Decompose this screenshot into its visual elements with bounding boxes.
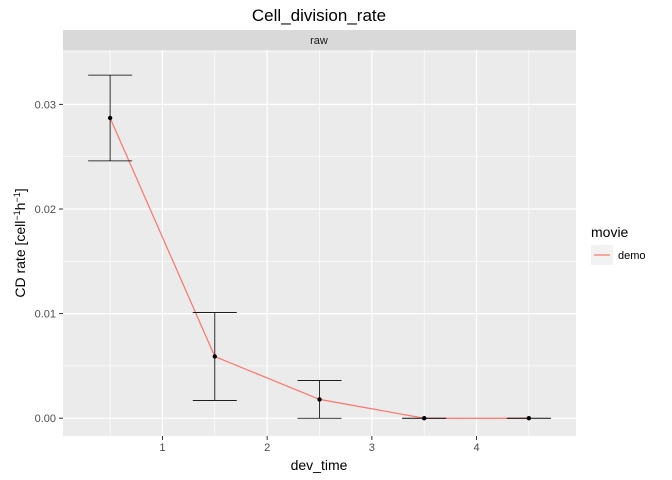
legend-item: demo (591, 245, 646, 265)
facet-strip-label: raw (310, 35, 328, 47)
chart-title: Cell_division_rate (252, 6, 386, 25)
legend-title: movie (591, 224, 629, 240)
legend: movie demo (591, 224, 646, 265)
y-tick-label: 0.02 (35, 204, 56, 216)
legend-items: demo (591, 245, 646, 265)
y-axis: 0.00 0.01 0.02 0.03 (35, 99, 63, 425)
x-axis: 1 2 3 4 (159, 436, 480, 454)
y-axis-title-superscript: −1 (12, 192, 22, 202)
data-points (107, 115, 532, 421)
x-tick-label: 2 (264, 442, 270, 454)
x-tick-label: 3 (369, 442, 375, 454)
data-point (107, 115, 113, 121)
data-point (526, 416, 532, 421)
x-tick-label: 4 (473, 442, 479, 454)
y-axis-title-part: h (12, 203, 28, 211)
y-tick-label: 0.00 (35, 413, 56, 425)
y-axis-title-part: CD rate [cell (12, 221, 28, 298)
facet-strip (63, 30, 576, 50)
data-point (421, 416, 427, 421)
grid-minor (63, 50, 576, 436)
y-axis-title: CD rate [cell−1h−1] (12, 188, 28, 297)
data-point (317, 397, 322, 402)
y-tick-label: 0.01 (35, 309, 56, 321)
y-axis-title-part: ] (12, 188, 28, 192)
legend-label: demo (618, 250, 646, 262)
x-axis-title: dev_time (291, 457, 348, 473)
data-point (212, 354, 218, 359)
x-tick-label: 1 (159, 442, 165, 454)
y-tick-label: 0.03 (35, 99, 56, 111)
y-axis-title-superscript: −1 (12, 210, 22, 220)
